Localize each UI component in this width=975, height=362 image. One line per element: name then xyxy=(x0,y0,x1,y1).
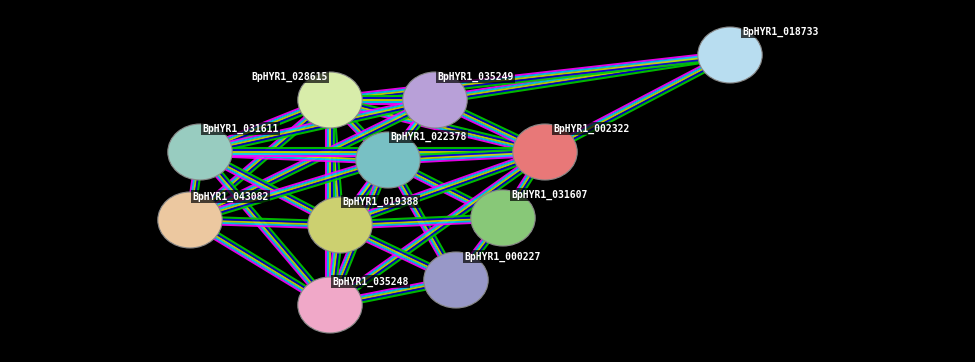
Ellipse shape xyxy=(471,190,535,246)
Ellipse shape xyxy=(168,124,232,180)
Ellipse shape xyxy=(297,277,362,333)
Text: BpHYR1_035249: BpHYR1_035249 xyxy=(437,72,514,82)
Ellipse shape xyxy=(513,124,577,180)
Ellipse shape xyxy=(424,252,488,308)
Ellipse shape xyxy=(356,132,420,188)
Text: BpHYR1_043082: BpHYR1_043082 xyxy=(192,192,268,202)
Ellipse shape xyxy=(308,197,372,253)
Text: BpHYR1_002322: BpHYR1_002322 xyxy=(553,124,630,134)
Ellipse shape xyxy=(698,27,762,83)
Text: BpHYR1_031607: BpHYR1_031607 xyxy=(511,190,587,200)
Text: BpHYR1_022378: BpHYR1_022378 xyxy=(390,132,466,142)
Ellipse shape xyxy=(158,192,222,248)
Text: BpHYR1_028615: BpHYR1_028615 xyxy=(252,72,328,82)
Ellipse shape xyxy=(403,72,467,128)
Text: BpHYR1_035248: BpHYR1_035248 xyxy=(332,277,409,287)
Text: BpHYR1_019388: BpHYR1_019388 xyxy=(342,197,418,207)
Text: BpHYR1_000227: BpHYR1_000227 xyxy=(464,252,540,262)
Text: BpHYR1_031611: BpHYR1_031611 xyxy=(202,124,279,134)
Ellipse shape xyxy=(297,72,362,128)
Text: BpHYR1_018733: BpHYR1_018733 xyxy=(742,27,818,37)
